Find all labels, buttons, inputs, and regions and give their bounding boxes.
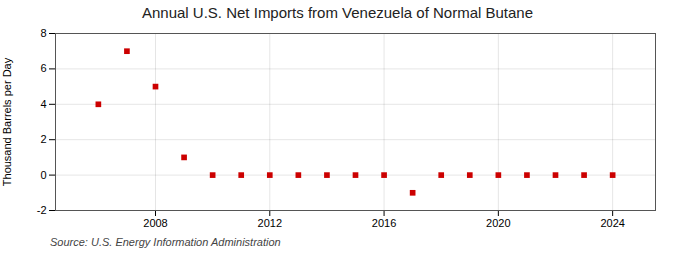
html-text:Annual U.S. Net Imports from V: Annual U.S. Net Imports from Venezuela o… <box>142 4 533 21</box>
svg-text:2024: 2024 <box>600 217 624 229</box>
svg-text:Thousand Barrels per Day: Thousand Barrels per Day <box>1 57 13 186</box>
svg-text:0: 0 <box>40 169 46 181</box>
svg-text:2012: 2012 <box>258 217 282 229</box>
svg-text:4: 4 <box>40 98 46 110</box>
svg-text:2020: 2020 <box>486 217 510 229</box>
svg-text:-2: -2 <box>37 204 47 216</box>
svg-text:2016: 2016 <box>372 217 396 229</box>
svg-text:2008: 2008 <box>143 217 167 229</box>
svg-text:6: 6 <box>40 62 46 74</box>
svg-text:8: 8 <box>40 27 46 39</box>
svg-text:2: 2 <box>40 133 46 145</box>
html-text:Source: U.S. Energy Informatio: Source: U.S. Energy Information Administ… <box>50 236 281 248</box>
